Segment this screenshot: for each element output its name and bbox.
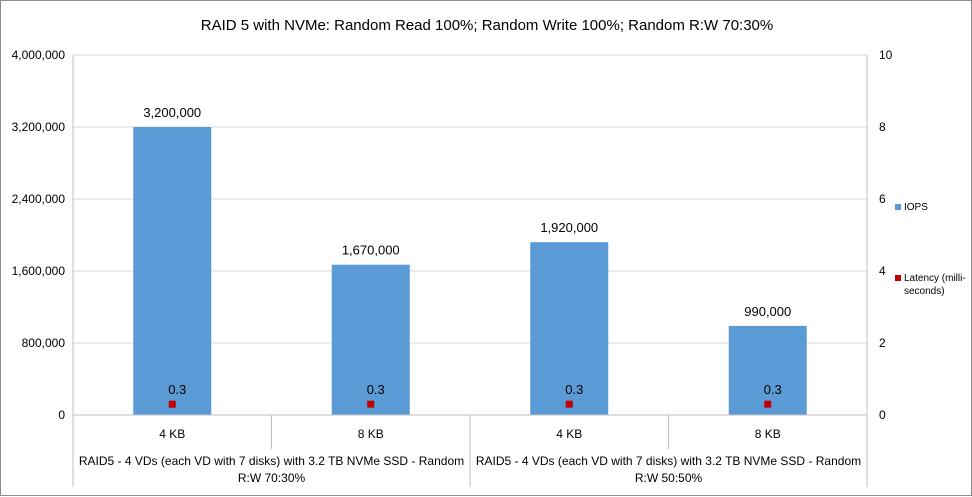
iops-bar [530, 242, 609, 415]
y-right-tick-label: 6 [879, 192, 886, 206]
y-left-tick-label: 4,000,000 [12, 48, 66, 62]
y-right-tick-label: 0 [879, 408, 886, 422]
latency-marker [764, 400, 772, 408]
latency-markers: 0.3 0.3 0.3 0.3 [168, 382, 782, 408]
bars: 3,200,000 1,670,000 1,920,000 990,000 [133, 105, 807, 415]
latency-data-label: 0.3 [764, 382, 782, 397]
y-left-tick-label: 800,000 [22, 336, 66, 350]
legend-swatch-iops [895, 204, 901, 210]
latency-data-label: 0.3 [565, 382, 583, 397]
iops-data-label: 3,200,000 [143, 105, 201, 120]
latency-marker [565, 400, 573, 408]
y-left-tick-label: 0 [58, 408, 65, 422]
y-right-tick-label: 8 [879, 120, 886, 134]
legend: IOPS Latency (milli-seconds) [895, 202, 966, 297]
legend-swatch-latency [895, 275, 901, 281]
y-left-tick-label: 1,600,000 [12, 264, 66, 278]
group-label: RAID5 - 4 VDs (each VD with 7 disks) wit… [79, 454, 464, 468]
x-tick-label: 8 KB [358, 427, 384, 441]
chart-title: RAID 5 with NVMe: Random Read 100%; Rand… [201, 17, 773, 34]
iops-data-label: 1,920,000 [540, 220, 598, 235]
x-tick-label: 8 KB [755, 427, 781, 441]
group-label: RAID5 - 4 VDs (each VD with 7 disks) wit… [476, 454, 861, 468]
latency-data-label: 0.3 [367, 382, 385, 397]
latency-marker [168, 400, 176, 408]
y-right-tick-label: 4 [879, 264, 886, 278]
iops-data-label: 990,000 [744, 304, 791, 319]
axes: 0 800,000 1,600,000 2,400,000 3,200,000 4,000… [12, 48, 893, 487]
group-label: R:W 50:50% [635, 471, 703, 485]
y-left-tick-label: 3,200,000 [12, 120, 66, 134]
group-label: R:W 70:30% [238, 471, 306, 485]
iops-bar [728, 325, 807, 415]
legend-label-iops: IOPS [904, 202, 928, 213]
latency-data-label: 0.3 [168, 382, 186, 397]
iops-bar [331, 264, 410, 415]
iops-data-label: 1,670,000 [342, 243, 400, 258]
x-tick-label: 4 KB [159, 427, 185, 441]
y-right-tick-label: 10 [879, 48, 893, 62]
y-left-tick-label: 2,400,000 [12, 192, 66, 206]
legend-label-latency: seconds) [904, 286, 945, 297]
legend-label-latency: Latency (milli- [904, 273, 966, 284]
x-tick-label: 4 KB [556, 427, 582, 441]
iops-bar [133, 127, 212, 415]
y-right-tick-label: 2 [879, 336, 886, 350]
latency-marker [367, 400, 375, 408]
